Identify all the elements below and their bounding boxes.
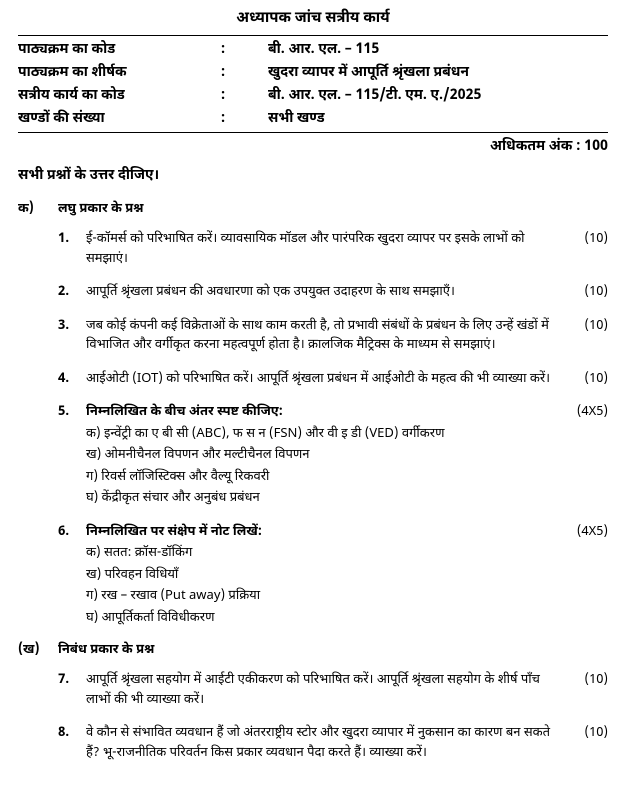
question-marks: (10) xyxy=(566,283,608,303)
question-text: निम्नलिखित पर संक्षेप में नोट लिखें: क) … xyxy=(86,523,566,629)
question-text: आईओटी (IOT) को परिभाषित करें। आपूर्ति श्… xyxy=(86,370,566,390)
header-colon: : xyxy=(208,61,238,84)
question-num: 1. xyxy=(58,230,86,269)
sub-item: ख) ओमनीचैनल विपणन और मल्टीचैनल विपणन xyxy=(86,446,558,466)
sub-item: ख) परिवहन विधियाँ xyxy=(86,566,558,586)
section-header-a: क) लघु प्रकार के प्रश्न xyxy=(18,201,608,218)
question-num: 3. xyxy=(58,317,86,356)
question-marks: (10) xyxy=(566,370,608,390)
question-num: 4. xyxy=(58,370,86,390)
question-marks: (4X5) xyxy=(566,403,608,509)
sub-item: ग) रख – रखाव (Put away) प्रक्रिया xyxy=(86,587,558,607)
document-title: अध्यापक जांच सत्रीय कार्य xyxy=(18,10,608,29)
header-value: बी. आर. एल. – 115/टी. एम. ए./2025 xyxy=(238,84,608,107)
header-row: पाठ्यक्रम का कोड : बी. आर. एल. – 115 xyxy=(18,38,608,61)
question-text: वे कौन से संभावित व्यवधान हैं जो अंतरराष… xyxy=(86,724,566,763)
header-colon: : xyxy=(208,38,238,61)
header-row: खण्डों की संख्या : सभी खण्ड xyxy=(18,107,608,130)
question-5: 5. निम्नलिखित के बीच अंतर स्पष्ट कीजिए: … xyxy=(18,403,608,509)
max-marks: अधिकतम अंक : 100 xyxy=(18,137,608,156)
question-text: आपूर्ति श्रृंखला सहयोग में आईटी एकीकरण क… xyxy=(86,671,566,710)
header-info-table: पाठ्यक्रम का कोड : बी. आर. एल. – 115 पाठ… xyxy=(18,38,608,130)
divider-bottom xyxy=(18,132,608,133)
header-colon: : xyxy=(208,107,238,130)
question-marks: (10) xyxy=(566,317,608,356)
section-title: निबंध प्रकार के प्रश्न xyxy=(58,642,154,659)
question-marks: (4X5) xyxy=(566,523,608,629)
question-3: 3. जब कोई कंपनी कई विक्रेताओं के साथ काम… xyxy=(18,317,608,356)
section-num: क) xyxy=(18,201,58,218)
sub-item: क) सतत: क्रॉस-डॉकिंग xyxy=(86,544,558,564)
header-label: सत्रीय कार्य का कोड xyxy=(18,84,208,107)
question-1: 1. ई-कॉमर्स को परिभाषित करें। व्यावसायिक… xyxy=(18,230,608,269)
question-text: आपूर्ति श्रृंखला प्रबंधन की अवधारणा को ए… xyxy=(86,283,566,303)
question-marks: (10) xyxy=(566,724,608,763)
header-value: बी. आर. एल. – 115 xyxy=(238,38,608,61)
question-lead: निम्नलिखित पर संक्षेप में नोट लिखें: xyxy=(86,524,262,541)
question-2: 2. आपूर्ति श्रृंखला प्रबंधन की अवधारणा क… xyxy=(18,283,608,303)
question-marks: (10) xyxy=(566,671,608,710)
sub-item: क) इन्वेंट्री का ए बी सी (ABC), फ स न (F… xyxy=(86,425,558,445)
question-text: जब कोई कंपनी कई विक्रेताओं के साथ काम कर… xyxy=(86,317,566,356)
header-value: खुदरा व्यापर में आपूर्ति श्रृंखला प्रबंध… xyxy=(238,61,608,84)
header-label: पाठ्यक्रम का शीर्षक xyxy=(18,61,208,84)
header-label: पाठ्यक्रम का कोड xyxy=(18,38,208,61)
question-num: 8. xyxy=(58,724,86,763)
sub-item: घ) केंद्रीकृत संचार और अनुबंध प्रबंधन xyxy=(86,489,558,509)
header-row: पाठ्यक्रम का शीर्षक : खुदरा व्यापर में आ… xyxy=(18,61,608,84)
instruction-text: सभी प्रश्नों के उत्तर दीजिए। xyxy=(18,166,608,185)
question-num: 6. xyxy=(58,523,86,629)
sub-item: ग) रिवर्स लॉजिस्टिक्स और वैल्यू रिकवरी xyxy=(86,468,558,488)
question-text: निम्नलिखित के बीच अंतर स्पष्ट कीजिए: क) … xyxy=(86,403,566,509)
question-4: 4. आईओटी (IOT) को परिभाषित करें। आपूर्ति… xyxy=(18,370,608,390)
question-8: 8. वे कौन से संभावित व्यवधान हैं जो अंतर… xyxy=(18,724,608,763)
header-value: सभी खण्ड xyxy=(238,107,608,130)
question-num: 2. xyxy=(58,283,86,303)
question-text: ई-कॉमर्स को परिभाषित करें। व्यावसायिक मॉ… xyxy=(86,230,566,269)
section-num: (ख) xyxy=(18,642,58,659)
divider-top xyxy=(18,35,608,36)
section-title: लघु प्रकार के प्रश्न xyxy=(58,201,144,218)
sub-item: घ) आपूर्तिकर्ता विविधीकरण xyxy=(86,609,558,629)
header-label: खण्डों की संख्या xyxy=(18,107,208,130)
question-marks: (10) xyxy=(566,230,608,269)
question-num: 5. xyxy=(58,403,86,509)
question-num: 7. xyxy=(58,671,86,710)
section-header-b: (ख) निबंध प्रकार के प्रश्न xyxy=(18,642,608,659)
header-colon: : xyxy=(208,84,238,107)
question-6: 6. निम्नलिखित पर संक्षेप में नोट लिखें: … xyxy=(18,523,608,629)
question-7: 7. आपूर्ति श्रृंखला सहयोग में आईटी एकीकर… xyxy=(18,671,608,710)
question-lead: निम्नलिखित के बीच अंतर स्पष्ट कीजिए: xyxy=(86,404,283,421)
header-row: सत्रीय कार्य का कोड : बी. आर. एल. – 115/… xyxy=(18,84,608,107)
